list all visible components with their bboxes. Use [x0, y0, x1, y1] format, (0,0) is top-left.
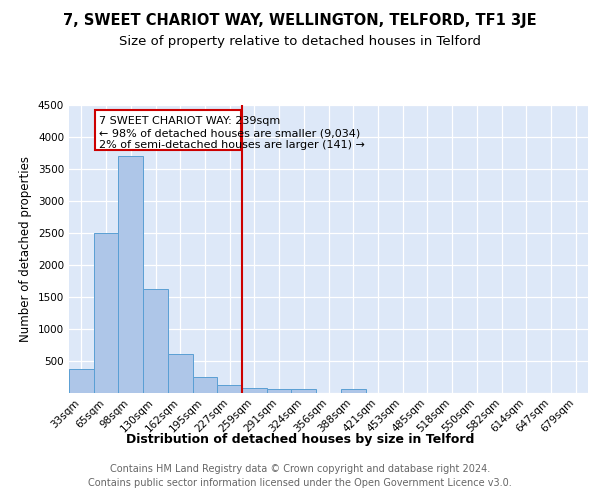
- Bar: [217, 386, 242, 392]
- Text: 7 SWEET CHARIOT WAY: 239sqm: 7 SWEET CHARIOT WAY: 239sqm: [98, 116, 280, 126]
- Text: 7, SWEET CHARIOT WAY, WELLINGTON, TELFORD, TF1 3JE: 7, SWEET CHARIOT WAY, WELLINGTON, TELFOR…: [63, 12, 537, 28]
- Bar: [292, 390, 316, 392]
- Bar: [118, 156, 143, 392]
- Bar: [267, 389, 292, 392]
- Bar: [143, 289, 168, 393]
- Bar: [193, 377, 217, 392]
- Text: ← 98% of detached houses are smaller (9,034): ← 98% of detached houses are smaller (9,…: [98, 128, 360, 138]
- Bar: [341, 388, 365, 392]
- Text: 2% of semi-detached houses are larger (141) →: 2% of semi-detached houses are larger (1…: [98, 140, 365, 150]
- Text: Distribution of detached houses by size in Telford: Distribution of detached houses by size …: [126, 432, 474, 446]
- Bar: [69, 368, 94, 392]
- Y-axis label: Number of detached properties: Number of detached properties: [19, 156, 32, 342]
- Bar: [242, 388, 267, 392]
- Bar: [168, 354, 193, 393]
- Text: Contains HM Land Registry data © Crown copyright and database right 2024.
Contai: Contains HM Land Registry data © Crown c…: [88, 464, 512, 487]
- Text: Size of property relative to detached houses in Telford: Size of property relative to detached ho…: [119, 35, 481, 48]
- Bar: [94, 233, 118, 392]
- FancyBboxPatch shape: [95, 110, 241, 150]
